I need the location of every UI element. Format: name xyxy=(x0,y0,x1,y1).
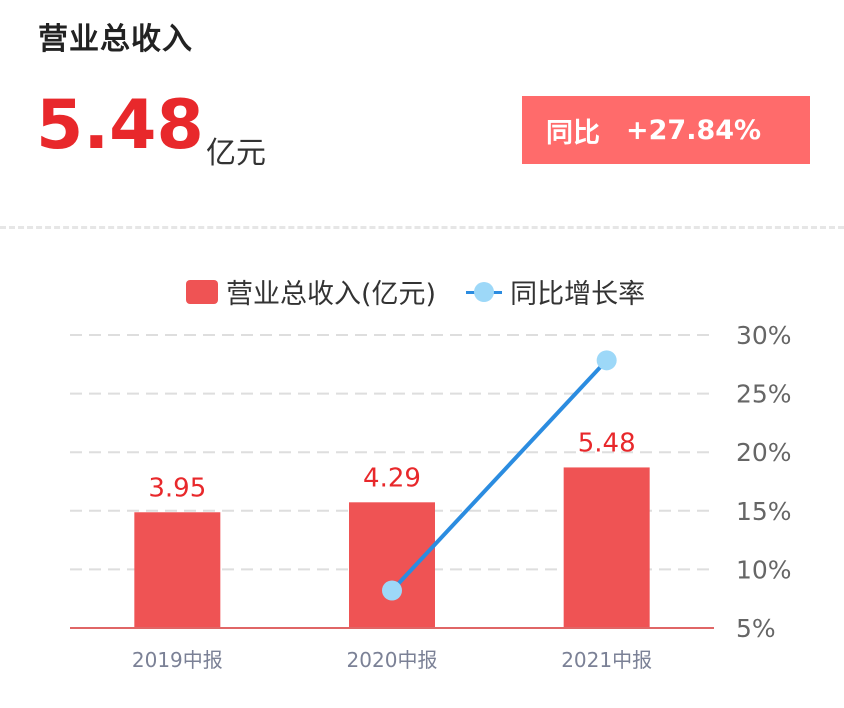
y-tick-label: 20% xyxy=(736,438,792,467)
growth-point xyxy=(382,580,402,601)
yoy-value: +27.84% xyxy=(626,114,762,146)
bar-value-label: 3.95 xyxy=(148,473,206,503)
x-tick-label: 2019中报 xyxy=(132,648,223,672)
chart-legend: 营业总收入(亿元) 同比增长率 xyxy=(186,272,645,311)
bar-value-label: 5.48 xyxy=(578,428,636,458)
legend-item-revenue[interactable]: 营业总收入(亿元) xyxy=(186,272,436,311)
growth-point xyxy=(596,350,617,371)
section-divider xyxy=(0,226,844,229)
legend-line-swatch xyxy=(466,280,503,304)
y-tick-label: 30% xyxy=(736,321,792,350)
bar xyxy=(134,512,221,628)
legend-label-growth: 同比增长率 xyxy=(510,279,646,310)
bar xyxy=(349,502,435,628)
page-title: 营业总收入 xyxy=(38,22,193,57)
revenue-unit: 亿元 xyxy=(206,136,266,171)
yoy-label: 同比 xyxy=(546,117,600,149)
growth-line xyxy=(390,358,609,592)
y-tick-label: 5% xyxy=(736,614,776,643)
y-tick-label: 25% xyxy=(736,380,792,409)
x-tick-label: 2020中报 xyxy=(347,648,438,672)
x-tick-label: 2021中报 xyxy=(561,648,652,672)
bar xyxy=(563,467,650,628)
legend-bar-swatch xyxy=(186,279,218,304)
legend-label-revenue: 营业总收入(亿元) xyxy=(226,279,437,310)
revenue-value: 5.48 xyxy=(36,86,204,165)
legend-item-growth[interactable]: 同比增长率 xyxy=(436,272,645,311)
y-tick-label: 10% xyxy=(736,555,792,584)
y-tick-label: 15% xyxy=(736,497,792,526)
yoy-badge: 同比 +27.84% xyxy=(522,96,810,164)
bar-value-label: 4.29 xyxy=(363,463,421,493)
